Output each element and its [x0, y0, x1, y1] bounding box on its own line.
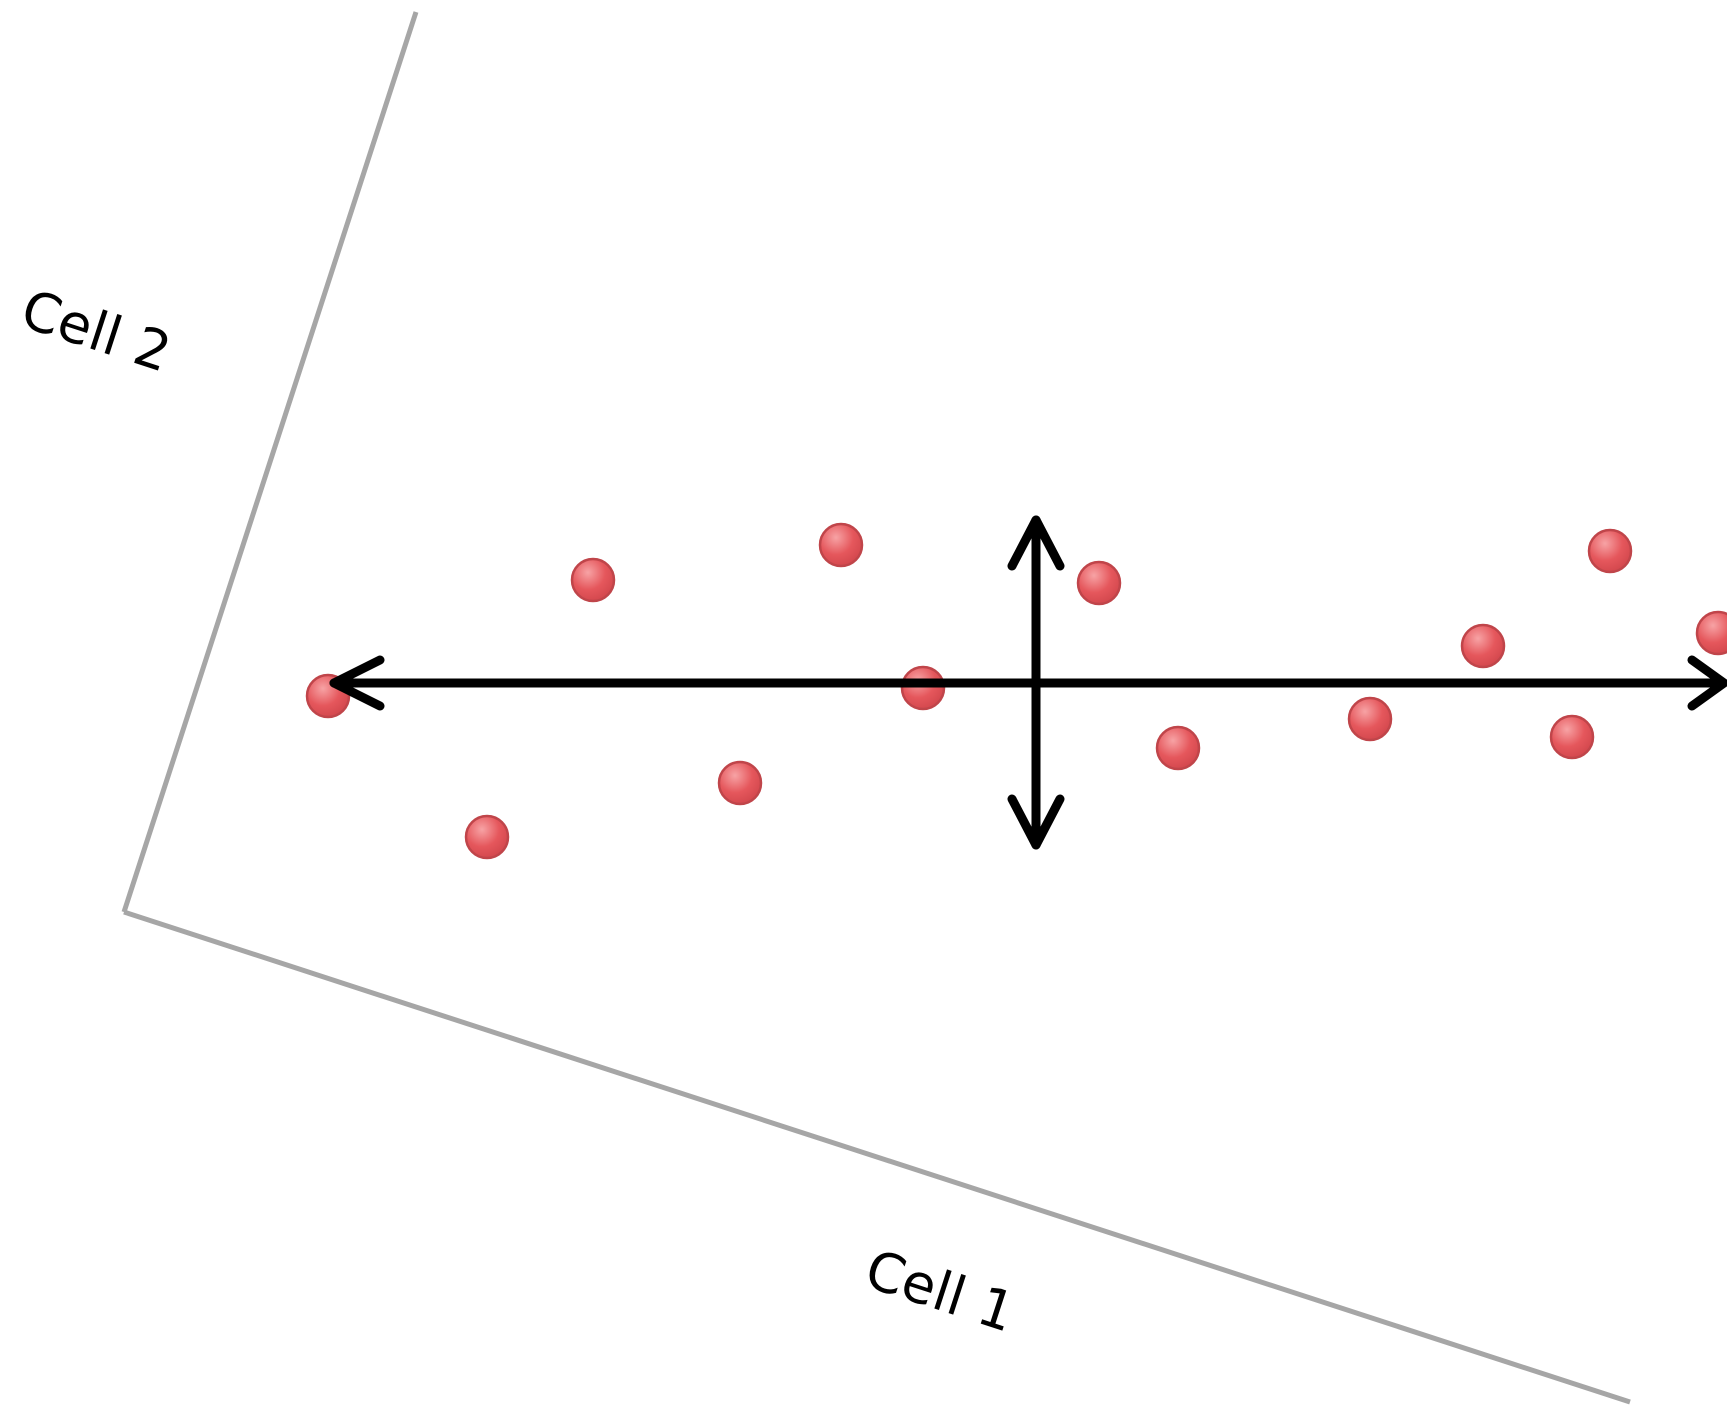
vertical-arrow-bottom-head: [1007, 794, 1065, 850]
data-point: [1460, 623, 1506, 669]
data-point: [900, 665, 946, 711]
cell-2-axis: [121, 11, 419, 913]
vertical-double-arrow-icon: [1007, 515, 1065, 850]
data-point: [1587, 528, 1633, 574]
data-point: [1549, 714, 1595, 760]
data-point: [818, 522, 864, 568]
vertical-arrow-top-head: [1007, 515, 1065, 571]
horizontal-arrow-left-head: [329, 655, 385, 711]
data-point: [464, 814, 510, 860]
axes: [121, 11, 1631, 1405]
cell-1-axis-label: Cell 1: [858, 1237, 1022, 1344]
data-point: [1155, 725, 1201, 771]
horizontal-double-arrow-icon: [329, 655, 1727, 711]
horizontal-arrow-right-head: [1687, 655, 1727, 711]
cell-1-axis: [123, 909, 1631, 1405]
data-point: [1695, 610, 1727, 656]
data-point: [570, 557, 616, 603]
data-point: [717, 760, 763, 806]
data-points: [305, 522, 1727, 860]
data-point: [1076, 560, 1122, 606]
data-point: [1347, 696, 1393, 742]
cell-2-axis-label: Cell 2: [14, 277, 178, 384]
